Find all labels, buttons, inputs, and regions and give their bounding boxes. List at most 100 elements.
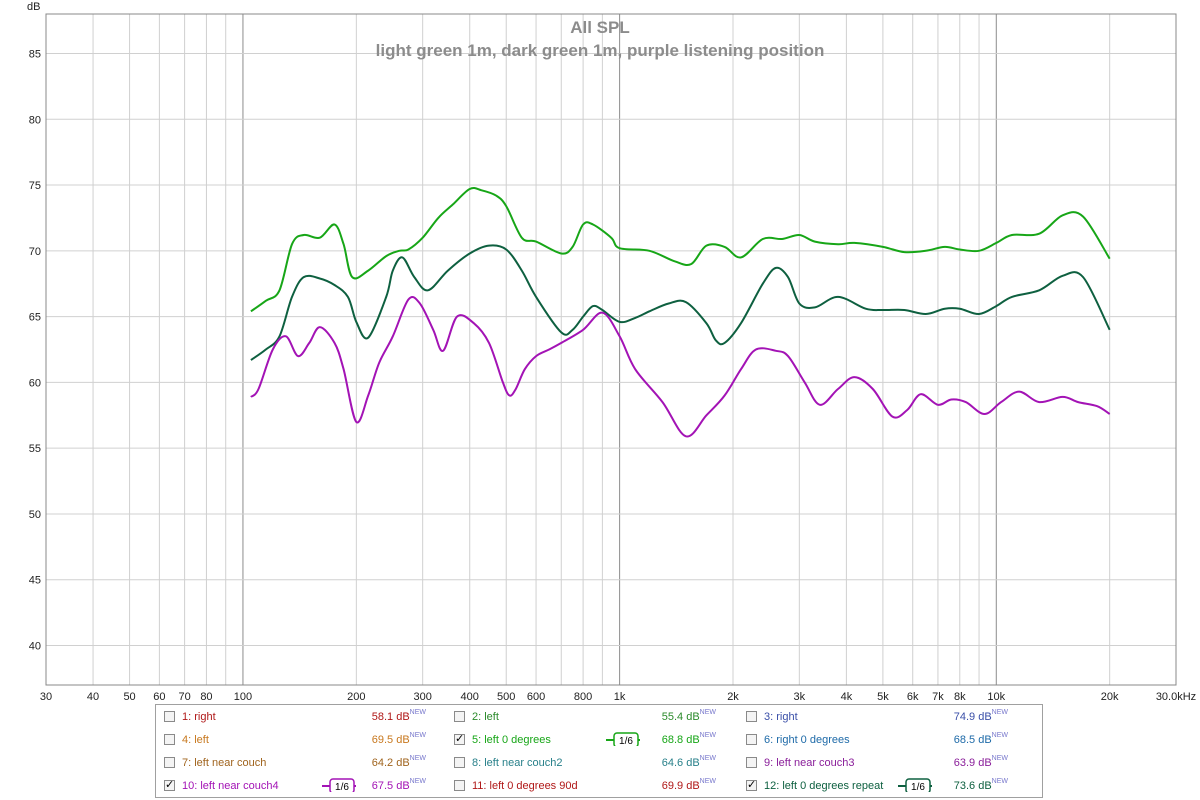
x-tick-label: 10k xyxy=(987,691,1005,703)
y-tick-label: 40 xyxy=(29,641,41,653)
legend-smoothing-badge[interactable]: 1/6 xyxy=(322,778,356,792)
legend-checkbox[interactable] xyxy=(746,757,757,768)
x-tick-label: 100 xyxy=(234,691,252,703)
x-tick-label: 50 xyxy=(123,691,135,703)
x-tick-label: 1k xyxy=(614,691,626,703)
x-tick-label: 3k xyxy=(794,691,806,703)
legend-label: 4: left xyxy=(182,734,209,746)
new-tag: NEW xyxy=(699,709,716,716)
chart-curves xyxy=(250,187,1111,438)
new-tag: NEW xyxy=(699,755,716,762)
legend-item[interactable]: ✓ 10: left near couch4 1/6 67.5 dBNEW xyxy=(164,778,444,796)
legend-item[interactable]: 8: left near couch2 64.6 dBNEW xyxy=(454,755,734,773)
series-line-1 xyxy=(250,187,1111,313)
legend-item[interactable]: 1: right 58.1 dBNEW xyxy=(164,709,444,727)
smoothing-label: 1/6 xyxy=(911,782,925,792)
y-tick-label: 55 xyxy=(29,443,41,455)
legend-value: 64.6 dBNEW xyxy=(661,755,716,769)
legend-value: 68.8 dBNEW xyxy=(661,732,716,746)
legend-label: 12: left 0 degrees repeat xyxy=(764,780,884,792)
legend-label: 2: left xyxy=(472,711,499,723)
legend-item[interactable]: 4: left 69.5 dBNEW xyxy=(164,732,444,750)
new-tag: NEW xyxy=(409,755,426,762)
legend-label: 3: right xyxy=(764,711,798,723)
legend-item[interactable]: ✓ 5: left 0 degrees 1/6 68.8 dBNEW xyxy=(454,732,734,750)
legend-smoothing-badge[interactable]: 1/6 xyxy=(606,732,640,746)
new-tag: NEW xyxy=(991,778,1008,785)
legend-checkbox[interactable]: ✓ xyxy=(164,779,175,791)
x-tick-label: 4k xyxy=(841,691,853,703)
legend-label: 1: right xyxy=(182,711,216,723)
y-tick-label: 85 xyxy=(29,48,41,60)
legend-smoothing-badge[interactable]: 1/6 xyxy=(898,778,932,792)
legend-checkbox[interactable] xyxy=(454,711,465,722)
chart-title: All SPL xyxy=(570,18,630,37)
x-tick-label: 600 xyxy=(527,691,545,703)
legend-value: 63.9 dBNEW xyxy=(953,755,1008,769)
x-tick-label: 500 xyxy=(497,691,515,703)
series-line-2 xyxy=(250,244,1111,361)
legend-checkbox[interactable] xyxy=(164,757,175,768)
legend-label: 5: left 0 degrees xyxy=(472,734,551,746)
legend-value: 64.2 dBNEW xyxy=(371,755,426,769)
legend-label: 6: right 0 degrees xyxy=(764,734,850,746)
x-tick-label: 200 xyxy=(347,691,365,703)
legend-item[interactable]: 2: left 55.4 dBNEW xyxy=(454,709,734,727)
y-tick-label: 50 xyxy=(29,509,41,521)
y-tick-label: 65 xyxy=(29,312,41,324)
legend-item[interactable]: 9: left near couch3 63.9 dBNEW xyxy=(746,755,1026,773)
legend-item[interactable]: ✓ 12: left 0 degrees repeat 1/6 73.6 dBNEW xyxy=(746,778,1026,796)
legend-checkbox[interactable] xyxy=(746,711,757,722)
x-tick-label: 20k xyxy=(1101,691,1119,703)
x-axis-ticks: 30 40 50 60 70 80 100 200 300 400 500 600 800 1k 2k 3k 4… xyxy=(40,691,1196,703)
legend-checkbox[interactable] xyxy=(454,757,465,768)
new-tag: NEW xyxy=(699,732,716,739)
legend-item[interactable]: 11: left 0 degrees 90d 69.9 dBNEW xyxy=(454,778,734,796)
legend-checkbox[interactable]: ✓ xyxy=(454,733,465,745)
chart-grid xyxy=(45,14,1177,685)
legend-value: 58.1 dBNEW xyxy=(371,709,426,723)
new-tag: NEW xyxy=(409,709,426,716)
legend-item[interactable]: 3: right 74.9 dBNEW xyxy=(746,709,1026,727)
y-tick-label: 45 xyxy=(29,575,41,587)
new-tag: NEW xyxy=(409,778,426,785)
x-tick-label: 70 xyxy=(178,691,190,703)
x-tick-label: 2k xyxy=(727,691,739,703)
new-tag: NEW xyxy=(991,709,1008,716)
x-tick-label: 40 xyxy=(87,691,99,703)
x-tick-label: 300 xyxy=(413,691,431,703)
legend-checkbox[interactable] xyxy=(746,734,757,745)
legend-checkbox[interactable] xyxy=(164,734,175,745)
x-tick-label: 7k xyxy=(932,691,944,703)
smoothing-label: 1/6 xyxy=(335,782,349,792)
x-tick-label: 60 xyxy=(153,691,165,703)
legend-item[interactable]: 6: right 0 degrees 68.5 dBNEW xyxy=(746,732,1026,750)
legend-checkbox[interactable] xyxy=(164,711,175,722)
legend-value: 67.5 dBNEW xyxy=(371,778,426,792)
legend-value: 74.9 dBNEW xyxy=(953,709,1008,723)
x-tick-label: 30 xyxy=(40,691,52,703)
plot-area xyxy=(45,13,1177,686)
x-tick-label: 30.0kHz xyxy=(1156,691,1196,703)
x-tick-label: 800 xyxy=(574,691,592,703)
legend-item[interactable]: 7: left near couch 64.2 dBNEW xyxy=(164,755,444,773)
legend-label: 10: left near couch4 xyxy=(182,780,279,792)
x-tick-label: 8k xyxy=(954,691,966,703)
legend-value: 73.6 dBNEW xyxy=(953,778,1008,792)
legend-value: 69.9 dBNEW xyxy=(661,778,716,792)
legend-value: 69.5 dBNEW xyxy=(371,732,426,746)
x-tick-label: 5k xyxy=(877,691,889,703)
y-axis-ticks: 40 45 50 55 60 65 70 75 80 85 xyxy=(29,48,41,652)
legend-checkbox[interactable]: ✓ xyxy=(746,779,757,791)
series-line-3 xyxy=(250,296,1111,438)
new-tag: NEW xyxy=(991,755,1008,762)
legend-checkbox[interactable] xyxy=(454,780,465,791)
chart-subtitle: light green 1m, dark green 1m, purple li… xyxy=(376,41,825,60)
legend-value: 68.5 dBNEW xyxy=(953,732,1008,746)
new-tag: NEW xyxy=(409,732,426,739)
x-tick-label: 400 xyxy=(461,691,479,703)
y-tick-label: 60 xyxy=(29,377,41,389)
x-tick-label: 6k xyxy=(907,691,919,703)
y-axis-unit: dB xyxy=(27,1,40,13)
